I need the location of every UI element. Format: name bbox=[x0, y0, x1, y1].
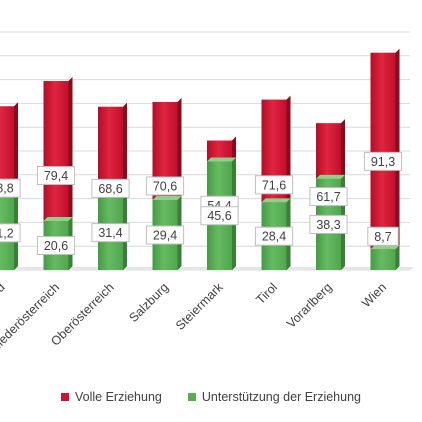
data-label: 71,6 bbox=[262, 178, 286, 192]
data-label-box bbox=[200, 206, 239, 226]
data-label-box bbox=[0, 223, 21, 243]
data-label: 31,2 bbox=[0, 226, 14, 240]
data-label-box bbox=[367, 226, 399, 246]
data-label: 45,6 bbox=[207, 209, 231, 223]
legend-swatch-red bbox=[61, 393, 69, 401]
legend-item-unterstuetzung: Unterstützung der Erziehung bbox=[187, 390, 361, 404]
legend-item-volle-erziehung: Volle Erziehung bbox=[61, 390, 162, 404]
data-label-box bbox=[36, 166, 76, 186]
data-label-box bbox=[363, 151, 403, 171]
data-label: 20,6 bbox=[44, 239, 68, 253]
bar-unterstuetzung-top bbox=[370, 245, 400, 250]
data-label: 28,4 bbox=[262, 230, 286, 244]
category-label: Vorarlberg bbox=[284, 280, 335, 331]
data-label-box bbox=[145, 225, 185, 245]
data-label-box bbox=[254, 175, 294, 195]
data-label-box bbox=[309, 187, 348, 207]
data-label: 38,3 bbox=[316, 218, 340, 232]
data-label: 68,6 bbox=[98, 182, 122, 196]
category-label: Tirol bbox=[253, 280, 280, 307]
data-label: 29,4 bbox=[153, 229, 177, 243]
bar-unterstuetzung-top bbox=[261, 198, 291, 203]
data-label: 61,7 bbox=[316, 190, 340, 204]
bar-unterstuetzung-top bbox=[207, 157, 236, 162]
legend-label: Volle Erziehung bbox=[75, 390, 162, 404]
category-label: Steiermark bbox=[173, 280, 226, 333]
data-label: 68,8 bbox=[0, 182, 14, 196]
data-labels: 68,831,279,420,668,631,470,629,454,445,6… bbox=[0, 151, 403, 255]
bar-unterstuetzung-side bbox=[395, 245, 400, 270]
category-label: Salzburg bbox=[126, 280, 171, 325]
bar-unterstuetzung-top bbox=[152, 196, 182, 201]
data-label-box bbox=[0, 178, 21, 198]
data-label-box bbox=[309, 214, 348, 234]
legend-swatch-green bbox=[187, 393, 196, 401]
legend-label: Unterstützung der Erziehung bbox=[201, 390, 361, 404]
data-label-box bbox=[145, 176, 185, 196]
bar-unterstuetzung bbox=[370, 249, 396, 270]
data-label: 31,4 bbox=[98, 226, 122, 240]
data-label: 79,4 bbox=[44, 169, 68, 183]
bar-unterstuetzung-top bbox=[43, 216, 73, 221]
data-label: 91,3 bbox=[371, 155, 395, 169]
category-axis-labels: BurgenlandNiederösterreichOberösterreich… bbox=[0, 280, 389, 355]
data-label-box bbox=[254, 226, 294, 246]
legend: Volle Erziehung Unterstützung der Erzieh… bbox=[0, 388, 422, 406]
data-label: 70,6 bbox=[153, 179, 177, 193]
data-label-box bbox=[91, 223, 130, 243]
data-label-box bbox=[91, 178, 130, 198]
category-label: Wien bbox=[359, 280, 389, 310]
bar-unterstuetzung-top bbox=[316, 174, 345, 179]
data-label-box bbox=[36, 235, 76, 255]
data-label: 8,7 bbox=[374, 230, 391, 244]
